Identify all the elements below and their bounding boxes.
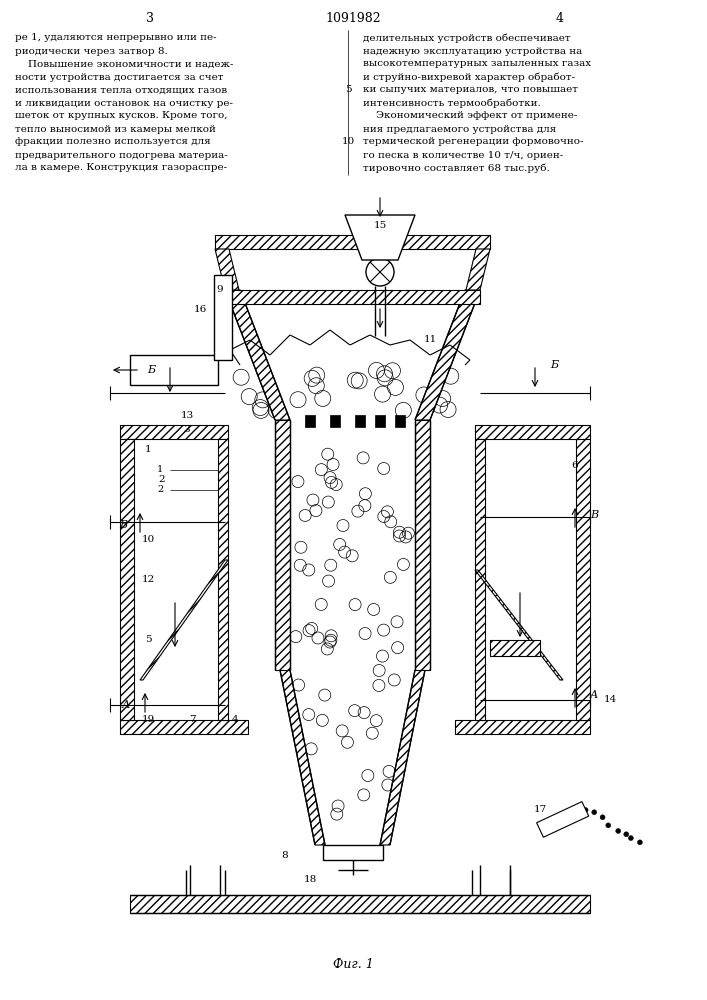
Text: 7: 7 — [189, 716, 195, 724]
Polygon shape — [345, 215, 415, 260]
Polygon shape — [140, 560, 228, 680]
Text: 6: 6 — [572, 460, 578, 470]
Text: 3: 3 — [184, 426, 190, 434]
Text: 8: 8 — [281, 850, 288, 859]
Polygon shape — [490, 640, 540, 656]
Text: 10: 10 — [341, 137, 355, 146]
Text: А: А — [590, 690, 598, 700]
Circle shape — [616, 828, 621, 833]
Bar — [395, 415, 405, 427]
Text: 5: 5 — [345, 86, 351, 95]
Text: 18: 18 — [303, 876, 317, 884]
Text: А: А — [122, 700, 130, 710]
Text: 5: 5 — [145, 636, 151, 645]
Text: шеток от крупных кусков. Кроме того,: шеток от крупных кусков. Кроме того, — [15, 111, 228, 120]
Text: 19: 19 — [141, 716, 155, 724]
Polygon shape — [120, 425, 228, 439]
Polygon shape — [215, 249, 239, 290]
Circle shape — [600, 815, 605, 820]
Text: высокотемпературных запыленных газах: высокотемпературных запыленных газах — [363, 60, 591, 68]
Polygon shape — [415, 420, 430, 670]
Text: ре 1, удаляются непрерывно или пе-: ре 1, удаляются непрерывно или пе- — [15, 33, 216, 42]
Bar — [375, 415, 385, 427]
Polygon shape — [576, 439, 590, 720]
Polygon shape — [380, 670, 425, 845]
Text: Экономический эффект от примене-: Экономический эффект от примене- — [363, 111, 578, 120]
Text: и струйно-вихревой характер обработ-: и струйно-вихревой характер обработ- — [363, 72, 575, 82]
Text: 2: 2 — [158, 476, 165, 485]
Text: 13: 13 — [180, 410, 194, 420]
Polygon shape — [218, 439, 228, 720]
Text: 14: 14 — [603, 696, 617, 704]
Text: 1: 1 — [145, 446, 151, 454]
Text: 3: 3 — [146, 11, 154, 24]
Text: 17: 17 — [533, 806, 547, 814]
Text: тировочно составляет 68 тыс.руб.: тировочно составляет 68 тыс.руб. — [363, 163, 550, 173]
Text: 16: 16 — [194, 306, 206, 314]
Bar — [130, 355, 218, 385]
Polygon shape — [466, 249, 490, 290]
Bar — [323, 845, 383, 860]
Polygon shape — [455, 720, 590, 734]
Text: делительных устройств обеспечивает: делительных устройств обеспечивает — [363, 33, 571, 43]
Text: 9: 9 — [216, 286, 223, 294]
Text: тепло выносимой из камеры мелкой: тепло выносимой из камеры мелкой — [15, 124, 216, 133]
Text: риодически через затвор 8.: риодически через затвор 8. — [15, 46, 168, 55]
Polygon shape — [475, 570, 563, 680]
Text: Б: Б — [147, 365, 155, 375]
Text: термической регенерации формовочно-: термической регенерации формовочно- — [363, 137, 583, 146]
Polygon shape — [215, 235, 490, 249]
Circle shape — [592, 810, 597, 815]
Text: ния предлагаемого устройства для: ния предлагаемого устройства для — [363, 124, 556, 133]
Text: использования тепла отходящих газов: использования тепла отходящих газов — [15, 86, 227, 95]
Polygon shape — [275, 420, 290, 670]
Bar — [355, 415, 365, 427]
Polygon shape — [415, 290, 480, 420]
Text: и ликвидации остановок на очистку ре-: и ликвидации остановок на очистку ре- — [15, 99, 233, 107]
Text: 2: 2 — [157, 486, 163, 494]
Circle shape — [624, 832, 629, 837]
Text: интенсивность термообработки.: интенсивность термообработки. — [363, 98, 541, 108]
Text: фракции полезно используется для: фракции полезно используется для — [15, 137, 211, 146]
Text: 12: 12 — [141, 576, 155, 584]
Bar — [214, 275, 232, 360]
Polygon shape — [120, 439, 134, 720]
Text: 1091982: 1091982 — [325, 11, 381, 24]
Polygon shape — [280, 670, 325, 845]
Circle shape — [629, 836, 633, 841]
Circle shape — [638, 840, 643, 845]
Polygon shape — [537, 802, 589, 837]
Text: надежную эксплуатацию устройства на: надежную эксплуатацию устройства на — [363, 46, 583, 55]
Text: Б: Б — [550, 360, 558, 370]
Text: 11: 11 — [423, 336, 437, 344]
Circle shape — [583, 808, 588, 813]
Polygon shape — [120, 720, 248, 734]
Text: В: В — [590, 510, 598, 520]
Polygon shape — [130, 895, 590, 913]
Polygon shape — [475, 425, 590, 439]
Polygon shape — [475, 439, 485, 720]
Text: предварительного подогрева материа-: предварительного подогрева материа- — [15, 150, 228, 159]
Text: 4: 4 — [556, 11, 564, 24]
Text: Фиг. 1: Фиг. 1 — [332, 958, 373, 972]
Circle shape — [606, 823, 611, 828]
Text: 15: 15 — [373, 221, 387, 230]
Text: ки сыпучих материалов, что повышает: ки сыпучих материалов, что повышает — [363, 86, 578, 95]
Text: Повышение экономичности и надеж-: Повышение экономичности и надеж- — [15, 60, 233, 68]
Text: ла в камере. Конструкция газораспре-: ла в камере. Конструкция газораспре- — [15, 163, 227, 172]
Text: 10: 10 — [141, 536, 155, 544]
Polygon shape — [225, 290, 290, 420]
Text: го песка в количестве 10 т/ч, ориен-: го песка в количестве 10 т/ч, ориен- — [363, 150, 563, 159]
Text: 4: 4 — [232, 716, 238, 724]
Circle shape — [366, 258, 394, 286]
Bar — [305, 415, 315, 427]
Polygon shape — [225, 290, 480, 304]
Text: 1: 1 — [157, 466, 163, 475]
Text: В: В — [119, 520, 127, 530]
Text: ности устройства достигается за счет: ности устройства достигается за счет — [15, 73, 223, 82]
Bar — [330, 415, 340, 427]
